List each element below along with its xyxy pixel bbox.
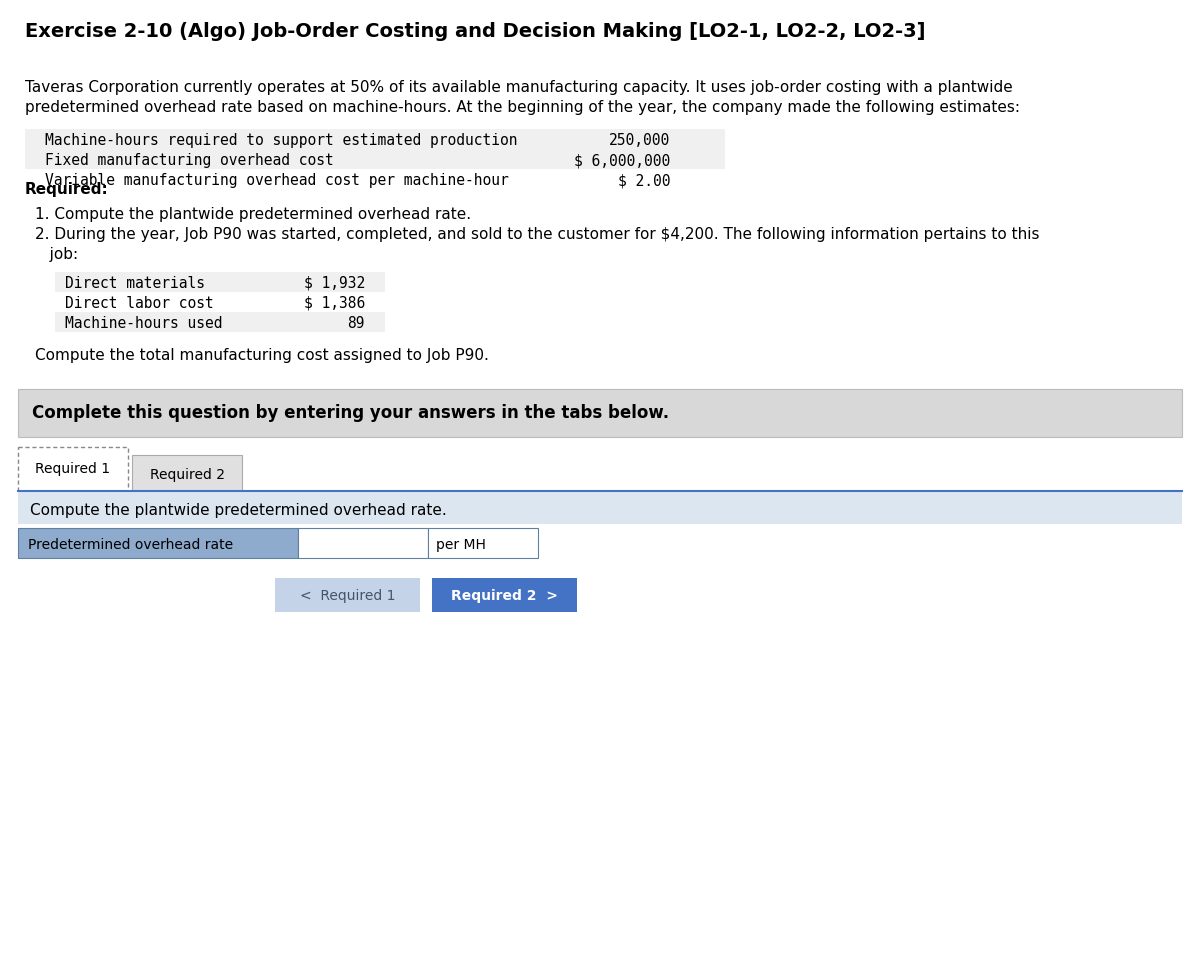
Text: Compute the plantwide predetermined overhead rate.: Compute the plantwide predetermined over… — [30, 503, 446, 517]
Bar — [275, 578, 420, 612]
Text: predetermined overhead rate based on machine-hours. At the beginning of the year: predetermined overhead rate based on mac… — [25, 100, 1020, 115]
Text: Exercise 2-10 (Algo) Job-Order Costing and Decision Making [LO2-1, LO2-2, LO2-3]: Exercise 2-10 (Algo) Job-Order Costing a… — [25, 22, 925, 41]
Text: 250,000: 250,000 — [608, 133, 670, 148]
Bar — [428, 528, 538, 558]
Bar — [18, 390, 1182, 438]
Text: Machine-hours used: Machine-hours used — [65, 316, 222, 330]
Text: $ 1,932: $ 1,932 — [304, 276, 365, 291]
Text: 2. During the year, Job P90 was started, completed, and sold to the customer for: 2. During the year, Job P90 was started,… — [35, 227, 1039, 241]
Text: $ 1,386: $ 1,386 — [304, 296, 365, 311]
Bar — [132, 455, 242, 491]
Text: per MH: per MH — [436, 538, 486, 551]
Text: $ 6,000,000: $ 6,000,000 — [574, 153, 670, 168]
Text: job:: job: — [35, 247, 78, 262]
Bar — [18, 448, 128, 491]
Bar — [432, 578, 577, 612]
Bar — [55, 272, 385, 293]
Text: $ 2.00: $ 2.00 — [618, 172, 670, 188]
Text: Compute the total manufacturing cost assigned to Job P90.: Compute the total manufacturing cost ass… — [35, 348, 488, 362]
Bar — [25, 130, 725, 150]
Text: Required 2  >: Required 2 > — [451, 588, 558, 603]
Text: Complete this question by entering your answers in the tabs below.: Complete this question by entering your … — [32, 403, 670, 422]
Text: Predetermined overhead rate: Predetermined overhead rate — [28, 538, 233, 551]
Text: Required 1: Required 1 — [36, 461, 110, 476]
Text: Direct materials: Direct materials — [65, 276, 205, 291]
Text: 89: 89 — [348, 316, 365, 330]
Bar — [55, 293, 385, 313]
Bar — [18, 528, 298, 558]
Text: Required:: Required: — [25, 182, 109, 197]
Text: Machine-hours required to support estimated production: Machine-hours required to support estima… — [46, 133, 517, 148]
Bar — [55, 313, 385, 332]
Text: 1. Compute the plantwide predetermined overhead rate.: 1. Compute the plantwide predetermined o… — [35, 206, 472, 222]
Text: Required 2: Required 2 — [150, 467, 224, 482]
Text: Fixed manufacturing overhead cost: Fixed manufacturing overhead cost — [46, 153, 334, 168]
Text: Taveras Corporation currently operates at 50% of its available manufacturing cap: Taveras Corporation currently operates a… — [25, 79, 1013, 95]
Text: Direct labor cost: Direct labor cost — [65, 296, 214, 311]
Text: Variable manufacturing overhead cost per machine-hour: Variable manufacturing overhead cost per… — [46, 172, 509, 188]
Bar — [18, 492, 1182, 524]
Text: <  Required 1: < Required 1 — [300, 588, 395, 603]
Bar — [25, 150, 725, 170]
Bar — [298, 528, 428, 558]
